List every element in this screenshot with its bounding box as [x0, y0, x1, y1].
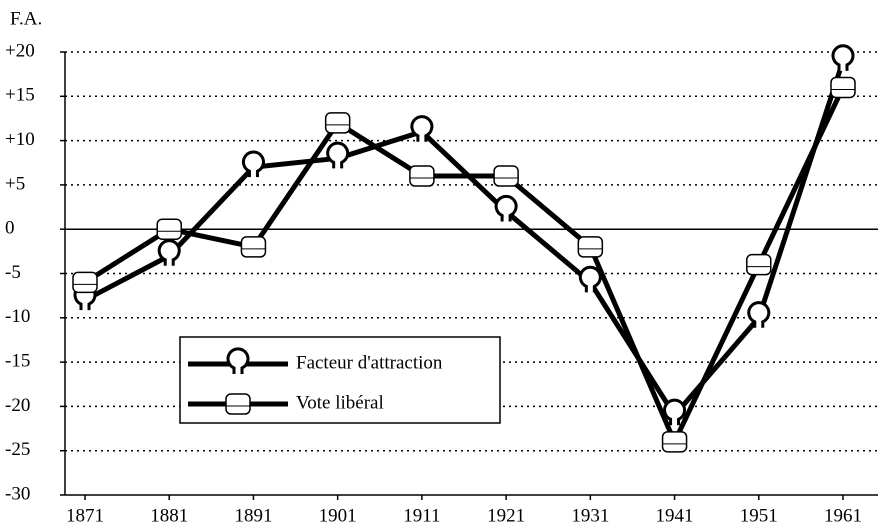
marker	[747, 301, 771, 328]
marker-shape	[242, 150, 265, 178]
marker	[157, 239, 181, 266]
y-tick-label: -25	[5, 439, 30, 460]
marker-shape	[661, 431, 688, 453]
marker-shape	[663, 398, 686, 426]
marker-shape	[830, 76, 856, 99]
marker-shape	[326, 141, 350, 169]
marker-shape	[747, 301, 771, 328]
marker	[577, 236, 604, 258]
marker-shape	[157, 239, 181, 266]
marker	[410, 115, 434, 142]
marker	[225, 393, 251, 415]
x-tick-label: 1881	[150, 505, 188, 526]
y-tick-label: -5	[5, 262, 21, 283]
legend-label: Vote libéral	[296, 392, 384, 413]
x-tick-label: 1871	[66, 505, 104, 526]
series-line	[83, 86, 846, 445]
marker	[226, 347, 250, 374]
marker-shape	[493, 165, 519, 187]
y-tick-label: -20	[5, 395, 30, 416]
x-tick-label: 1901	[319, 505, 357, 526]
x-tick-label: 1941	[656, 505, 694, 526]
x-tick-label: 1911	[403, 505, 440, 526]
series-line	[83, 60, 846, 418]
marker-shape	[226, 347, 250, 374]
marker-shape	[324, 112, 351, 134]
x-tick-label: 1961	[824, 505, 862, 526]
x-tick-label: 1931	[571, 505, 609, 526]
marker	[578, 265, 602, 293]
marker	[830, 76, 856, 99]
x-tick-label: 1921	[487, 505, 525, 526]
y-tick-label: -10	[5, 306, 30, 327]
marker	[324, 112, 351, 134]
marker-shape	[72, 271, 98, 294]
x-tick-label: 1891	[234, 505, 272, 526]
marker-shape	[409, 165, 435, 187]
marker	[242, 150, 265, 178]
marker-shape	[410, 115, 434, 142]
y-tick-label: 0	[5, 218, 15, 239]
marker	[493, 165, 519, 187]
marker-shape	[746, 253, 772, 276]
y-tick-label: +10	[5, 129, 35, 150]
marker	[831, 44, 855, 71]
y-tick-label: -30	[5, 483, 30, 504]
marker-shape	[156, 218, 182, 240]
marker	[409, 165, 435, 187]
marker-shape	[225, 393, 251, 415]
marker	[72, 271, 98, 294]
marker	[494, 194, 518, 222]
marker-shape	[240, 236, 267, 258]
legend-label: Facteur d'attraction	[296, 352, 443, 373]
y-tick-label: -15	[5, 350, 30, 371]
marker-shape	[494, 194, 518, 222]
legend: Facteur d'attraction Vote libéral	[179, 336, 501, 424]
y-tick-label: +15	[5, 85, 35, 106]
y-axis-label: F.A.	[10, 8, 42, 29]
marker	[661, 431, 688, 453]
marker	[663, 398, 686, 426]
marker-shape	[831, 44, 855, 71]
marker-shape	[578, 265, 602, 293]
y-tick-label: +5	[5, 173, 25, 194]
marker	[156, 218, 182, 240]
marker-shape	[577, 236, 604, 258]
x-tick-label: 1951	[740, 505, 778, 526]
y-tick-label: +20	[5, 40, 35, 61]
marker	[746, 253, 772, 276]
marker	[240, 236, 267, 258]
marker	[326, 141, 350, 169]
